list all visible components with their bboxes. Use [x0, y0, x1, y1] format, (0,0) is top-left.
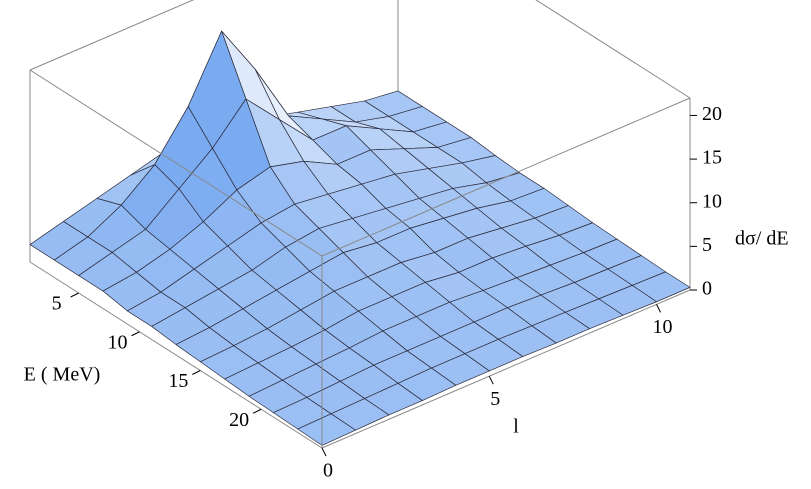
z-tick-label: 15 — [702, 147, 722, 169]
box-edge — [29, 0, 195, 71]
y-tick-label: 0 — [323, 460, 333, 482]
x-axis-label: E ( MeV) — [24, 364, 101, 386]
x-tick-label: 10 — [108, 331, 128, 353]
x-tick — [252, 408, 262, 414]
y-tick — [488, 375, 494, 385]
x-tick-label: 15 — [168, 370, 188, 392]
x-tick — [131, 331, 140, 337]
z-axis-label: dσ/ dE — [735, 228, 789, 250]
z-tick-label: 0 — [702, 278, 712, 300]
box-edge — [29, 69, 323, 257]
z-tick-label: 20 — [702, 103, 722, 125]
x-tick — [192, 370, 201, 375]
y-tick-label: 5 — [490, 388, 500, 410]
box-edge — [535, 0, 691, 99]
surface-cell — [297, 413, 356, 446]
y-tick-label: 10 — [653, 316, 673, 338]
x-tick-label: 20 — [229, 409, 249, 431]
x-tick — [70, 292, 79, 298]
y-tick — [656, 304, 661, 313]
z-tick-label: 10 — [702, 190, 722, 212]
box-edge — [321, 97, 691, 257]
y-axis-label: l — [513, 416, 519, 438]
box-edge — [321, 289, 691, 449]
z-tick-label: 5 — [702, 234, 712, 256]
x-tick-label: 5 — [52, 293, 62, 315]
y-tick — [321, 447, 327, 457]
